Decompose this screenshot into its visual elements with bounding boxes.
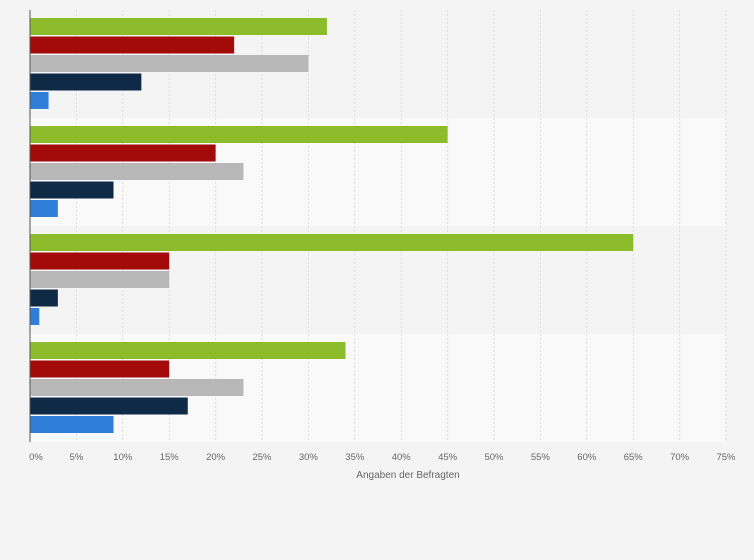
category-bands	[30, 10, 726, 442]
x-tick-label: 30%	[299, 452, 319, 463]
x-tick-label: 45%	[438, 452, 458, 463]
bar	[30, 234, 634, 251]
bar	[30, 126, 448, 143]
bar	[30, 416, 114, 433]
bar	[30, 73, 142, 91]
x-tick-label: 55%	[531, 452, 551, 463]
x-tick-label: 35%	[345, 452, 365, 463]
bar	[30, 36, 235, 54]
x-tick-label: 60%	[577, 452, 597, 463]
bar	[30, 252, 170, 270]
bar	[30, 360, 170, 378]
x-tick-label: 65%	[624, 452, 644, 463]
bar	[30, 18, 327, 35]
bar	[30, 342, 346, 359]
bar	[30, 55, 309, 72]
bar	[30, 308, 40, 325]
bars	[30, 18, 634, 433]
bar	[30, 144, 216, 162]
bar	[30, 379, 244, 396]
x-tick-label: 10%	[113, 452, 133, 463]
x-tick-label: 15%	[160, 452, 180, 463]
bar	[30, 271, 170, 288]
x-tick-label: 0%	[29, 452, 43, 463]
x-tick-label: 25%	[252, 452, 272, 463]
bar	[30, 92, 49, 109]
x-axis-ticks: 0% 5% 10% 15% 20% 25% 30% 35% 40% 45% 50% 55% 60% 65%…	[29, 452, 736, 463]
bar	[30, 397, 188, 415]
x-tick-label: 5%	[70, 452, 84, 463]
x-tick-label: 75%	[716, 452, 736, 463]
x-tick-label: 20%	[206, 452, 226, 463]
bar	[30, 163, 244, 180]
bar	[30, 181, 114, 199]
x-tick-label: 40%	[392, 452, 412, 463]
x-axis-title: Angaben der Befragten	[356, 470, 459, 481]
x-tick-label: 70%	[670, 452, 690, 463]
bar	[30, 289, 58, 307]
bar	[30, 200, 58, 217]
x-tick-label: 50%	[484, 452, 504, 463]
